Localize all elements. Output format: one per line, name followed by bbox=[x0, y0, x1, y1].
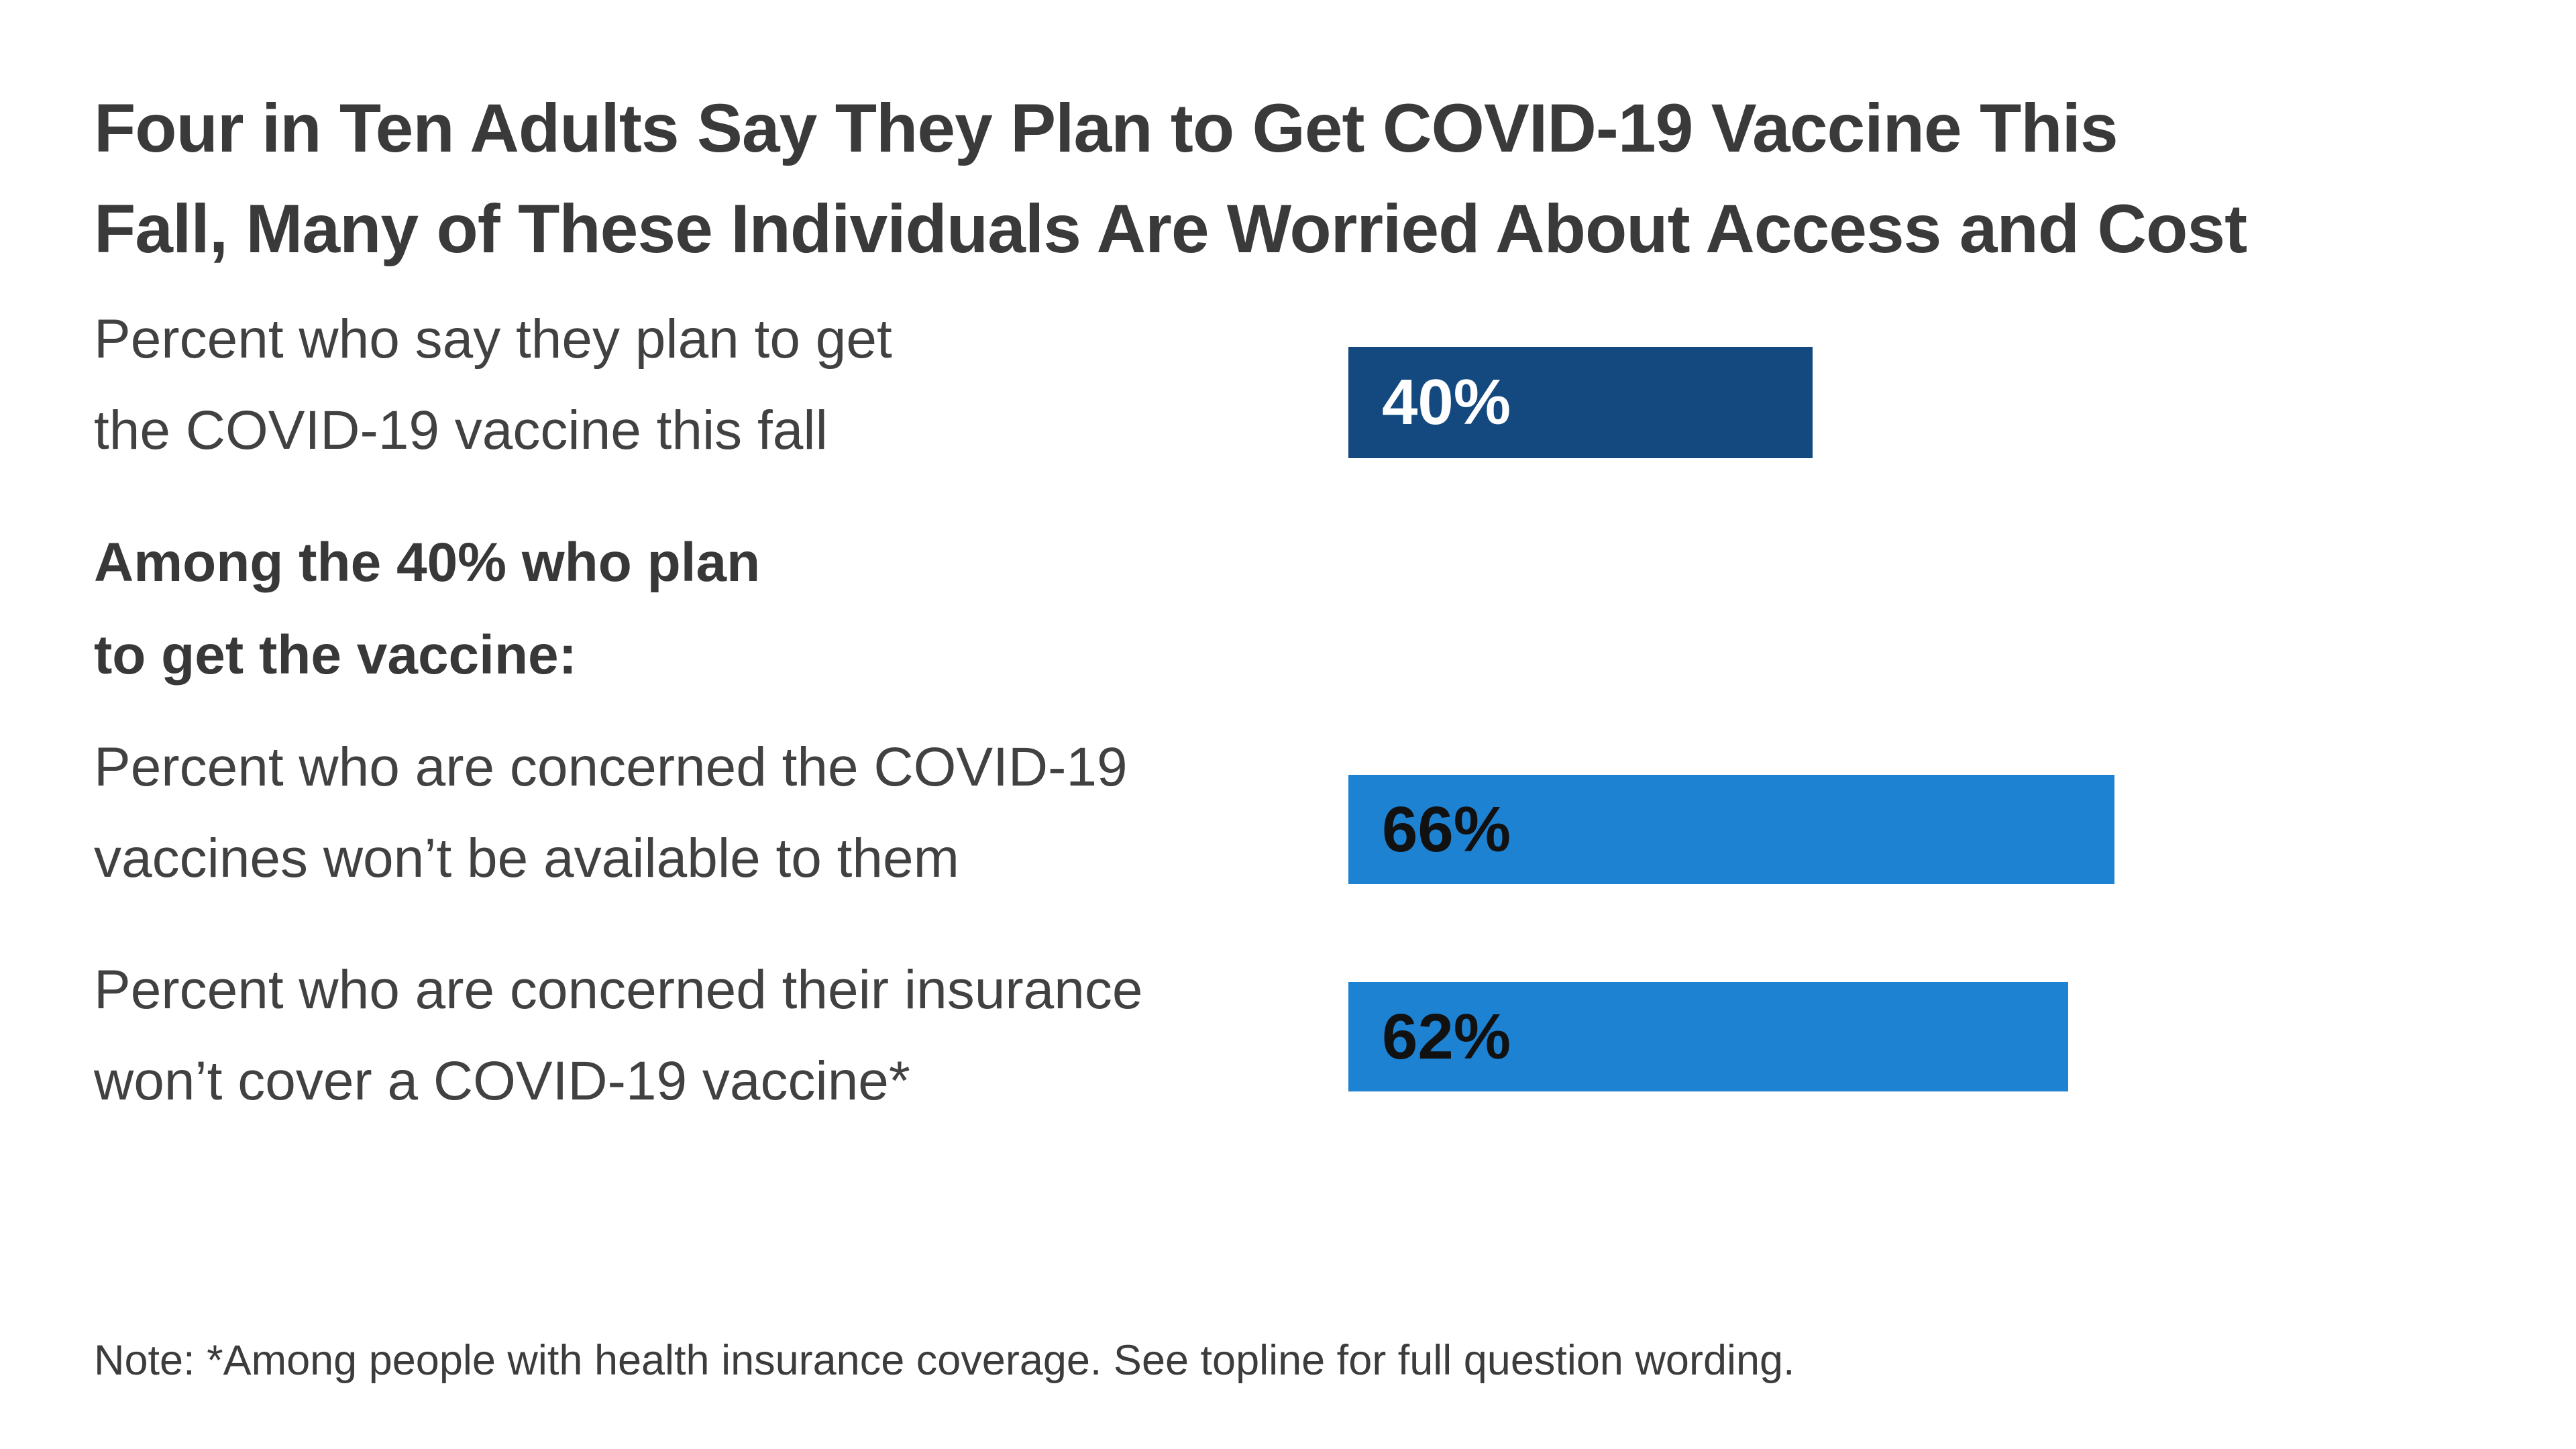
chart-title-line1: Four in Ten Adults Say They Plan to Get … bbox=[94, 90, 2118, 167]
chart-title: Four in Ten Adults Say They Plan to Get … bbox=[94, 78, 2522, 279]
section-subheading: Among the 40% who plan to get the vaccin… bbox=[94, 517, 1328, 702]
bar-label-line: Percent who are concerned the COVID-19 bbox=[94, 737, 1128, 798]
bar-insurance-coverage-concern: 62% bbox=[1348, 982, 2068, 1091]
footnote: Note: *Among people with health insuranc… bbox=[94, 1337, 1795, 1384]
bar-label-line: Percent who are concerned their insuranc… bbox=[94, 959, 1143, 1020]
section-subheading-line1: Among the 40% who plan bbox=[94, 532, 761, 593]
bar-label-line: Percent who say they plan to get bbox=[94, 309, 892, 370]
bar-value-label: 40% bbox=[1382, 366, 1511, 438]
bar-label-insurance-coverage-concern: Percent who are concerned their insuranc… bbox=[94, 945, 1328, 1127]
bar-value-label: 66% bbox=[1382, 793, 1511, 865]
bar-label-line: won’t cover a COVID-19 vaccine* bbox=[94, 1051, 910, 1112]
bar-label-plan-to-get-vaccine: Percent who say they plan to get the COV… bbox=[94, 294, 1328, 476]
bar-vaccine-availability-concern: 66% bbox=[1348, 775, 2114, 884]
chart-title-line2: Fall, Many of These Individuals Are Worr… bbox=[94, 191, 2247, 268]
bar-label-vaccine-availability-concern: Percent who are concerned the COVID-19 v… bbox=[94, 722, 1328, 904]
section-subheading-line2: to get the vaccine: bbox=[94, 625, 577, 686]
bar-label-line: the COVID-19 vaccine this fall bbox=[94, 400, 828, 461]
bar-value-label: 62% bbox=[1382, 1000, 1511, 1073]
bar-plan-to-get-vaccine: 40% bbox=[1348, 347, 1813, 458]
bar-label-line: vaccines won’t be available to them bbox=[94, 828, 959, 889]
